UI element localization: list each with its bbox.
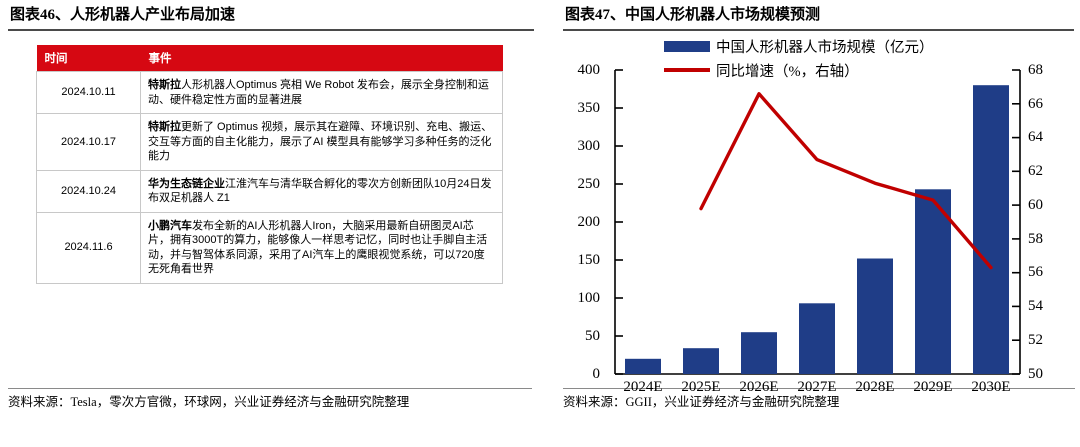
cell-event-text: 更新了 Optimus 视频，展示其在避障、环境识别、充电、搬运、交互等方面的自… bbox=[148, 121, 493, 162]
right-panel: 图表47、中国人形机器人市场规模预测 资料来源：GGII，兴业证券经济与金融研究… bbox=[555, 0, 1080, 447]
cell-event-text: 人形机器人Optimus 亮相 We Robot 发布会，展示全身控制和运动、硬… bbox=[148, 79, 489, 106]
ytick-right: 62 bbox=[1028, 163, 1043, 179]
cell-time: 2024.10.17 bbox=[36, 113, 141, 171]
legend-bar-swatch-icon bbox=[664, 40, 710, 52]
cell-event-lead: 华为生态链企业 bbox=[148, 177, 225, 190]
xtick-2030E: 2030E bbox=[971, 379, 1011, 395]
ytick-left: 0 bbox=[592, 366, 601, 382]
xtick-2024E: 2024E bbox=[623, 379, 663, 395]
bar-2028E bbox=[857, 258, 893, 374]
cell-event-text: 江淮汽车与清华联合孵化的零次方创新团队10月24日发布双足机器人 Z1 bbox=[148, 177, 492, 205]
ytick-right: 54 bbox=[1028, 298, 1043, 314]
ytick-left: 150 bbox=[577, 252, 601, 268]
xtick-2028E: 2028E bbox=[855, 379, 895, 395]
right-title-rule bbox=[563, 29, 1074, 31]
ytick-left: 350 bbox=[577, 100, 601, 116]
left-panel: 图表46、人形机器人产业布局加速 时间 事件 2024.10.11 特斯拉人形机… bbox=[0, 7, 540, 409]
table-row: 2024.10.17 特斯拉更新了 Optimus 视频，展示其在避障、环境识别… bbox=[36, 113, 503, 171]
ytick-right: 58 bbox=[1028, 231, 1043, 247]
cell-event: 小鹏汽车发布全新的AI人形机器人Iron，大脑采用最新自研图灵AI芯片，拥有30… bbox=[140, 211, 503, 284]
bar-series bbox=[625, 85, 1009, 374]
left-title-rule bbox=[8, 29, 534, 31]
ytick-left: 50 bbox=[585, 328, 600, 344]
column-header-event: 事件 bbox=[140, 45, 503, 72]
cell-event: 特斯拉人形机器人Optimus 亮相 We Robot 发布会，展示全身控制和运… bbox=[140, 71, 503, 114]
ytick-left: 250 bbox=[577, 176, 601, 192]
ytick-right: 52 bbox=[1028, 332, 1043, 348]
chart-legend: 中国人形机器人市场规模（亿元） 同比增速（%，右轴） bbox=[560, 34, 1075, 82]
ytick-left: 300 bbox=[577, 138, 601, 154]
ytick-right: 60 bbox=[1028, 197, 1043, 213]
left-source-rule bbox=[8, 388, 532, 389]
ytick-left: 200 bbox=[577, 214, 601, 230]
ytick-right: 50 bbox=[1028, 366, 1043, 382]
left-figure-title: 图表46、人形机器人产业布局加速 bbox=[10, 7, 236, 23]
cell-time: 2024.11.6 bbox=[36, 211, 141, 284]
ytick-right: 56 bbox=[1028, 264, 1043, 280]
ytick-right: 64 bbox=[1028, 129, 1043, 145]
left-source-note: 资料来源：Tesla，零次方官微，环球网，兴业证券经济与金融研究院整理 bbox=[8, 395, 410, 409]
xtick-2027E: 2027E bbox=[797, 379, 837, 395]
cell-event-lead: 特斯拉 bbox=[148, 121, 181, 133]
event-table-wrapper: 时间 事件 2024.10.11 特斯拉人形机器人Optimus 亮相 We R… bbox=[0, 31, 540, 284]
left-axis-ticks bbox=[615, 69, 623, 375]
legend-line-swatch-icon bbox=[664, 68, 710, 72]
right-axis-ticks bbox=[1012, 69, 1020, 375]
table-body: 2024.10.11 特斯拉人形机器人Optimus 亮相 We Robot 发… bbox=[36, 71, 503, 284]
bar-2026E bbox=[741, 332, 777, 374]
legend-item-bar: 中国人形机器人市场规模（亿元） bbox=[664, 34, 1075, 58]
table-header-row: 时间 事件 bbox=[36, 45, 503, 72]
market-size-chart: 中国人形机器人市场规模（亿元） 同比增速（%，右轴） bbox=[560, 34, 1075, 396]
bar-2029E bbox=[915, 189, 951, 374]
cell-event-text: 发布全新的AI人形机器人Iron，大脑采用最新自研图灵AI芯片，拥有3000T的… bbox=[148, 219, 488, 276]
xtick-2025E: 2025E bbox=[681, 379, 721, 395]
column-header-time: 时间 bbox=[36, 45, 141, 72]
ytick-right: 66 bbox=[1028, 96, 1043, 112]
right-source-note: 资料来源：GGII，兴业证券经济与金融研究院整理 bbox=[563, 395, 840, 409]
bar-2025E bbox=[683, 348, 719, 374]
legend-item-line: 同比增速（%，右轴） bbox=[664, 58, 1075, 82]
bar-2027E bbox=[799, 303, 835, 374]
ytick-right: 68 bbox=[1028, 62, 1043, 78]
chart-svg bbox=[614, 69, 1021, 375]
ytick-left: 400 bbox=[577, 62, 601, 78]
ytick-left: 100 bbox=[577, 290, 601, 306]
legend-line-label: 同比增速（%，右轴） bbox=[716, 63, 859, 80]
cell-time: 2024.10.11 bbox=[36, 71, 141, 114]
right-figure-title: 图表47、中国人形机器人市场规模预测 bbox=[565, 7, 821, 23]
cell-event: 特斯拉更新了 Optimus 视频，展示其在避障、环境识别、充电、搬运、交互等方… bbox=[140, 113, 503, 171]
event-table: 时间 事件 2024.10.11 特斯拉人形机器人Optimus 亮相 We R… bbox=[36, 45, 503, 284]
cell-event: 华为生态链企业江淮汽车与清华联合孵化的零次方创新团队10月24日发布双足机器人 … bbox=[140, 169, 503, 213]
table-row: 2024.11.6 小鹏汽车发布全新的AI人形机器人Iron，大脑采用最新自研图… bbox=[36, 211, 503, 284]
bar-2030E bbox=[973, 85, 1009, 374]
xtick-2026E: 2026E bbox=[739, 379, 779, 395]
table-row: 2024.10.24 华为生态链企业江淮汽车与清华联合孵化的零次方创新团队10月… bbox=[36, 169, 503, 213]
cell-event-lead: 特斯拉 bbox=[148, 79, 181, 91]
xtick-2029E: 2029E bbox=[913, 379, 953, 395]
cell-time: 2024.10.24 bbox=[36, 169, 141, 213]
growth-line bbox=[699, 92, 993, 270]
table-row: 2024.10.11 特斯拉人形机器人Optimus 亮相 We Robot 发… bbox=[36, 71, 503, 114]
legend-bar-label: 中国人形机器人市场规模（亿元） bbox=[716, 39, 934, 56]
chart-plot-area: 400 350 300 250 200 150 100 50 0 68 66 6… bbox=[560, 34, 1075, 396]
bar-2024E bbox=[625, 358, 661, 374]
right-source-rule bbox=[563, 388, 1075, 389]
cell-event-lead: 小鹏汽车 bbox=[148, 219, 192, 232]
